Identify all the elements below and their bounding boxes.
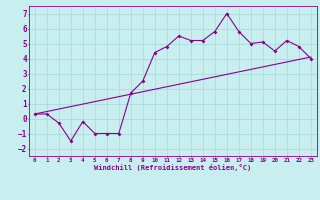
X-axis label: Windchill (Refroidissement éolien,°C): Windchill (Refroidissement éolien,°C) — [94, 164, 252, 171]
